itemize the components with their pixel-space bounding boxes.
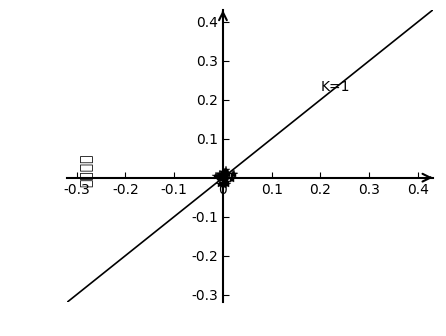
Text: K=1: K=1 — [321, 80, 350, 94]
Text: 重心分布: 重心分布 — [79, 153, 93, 186]
